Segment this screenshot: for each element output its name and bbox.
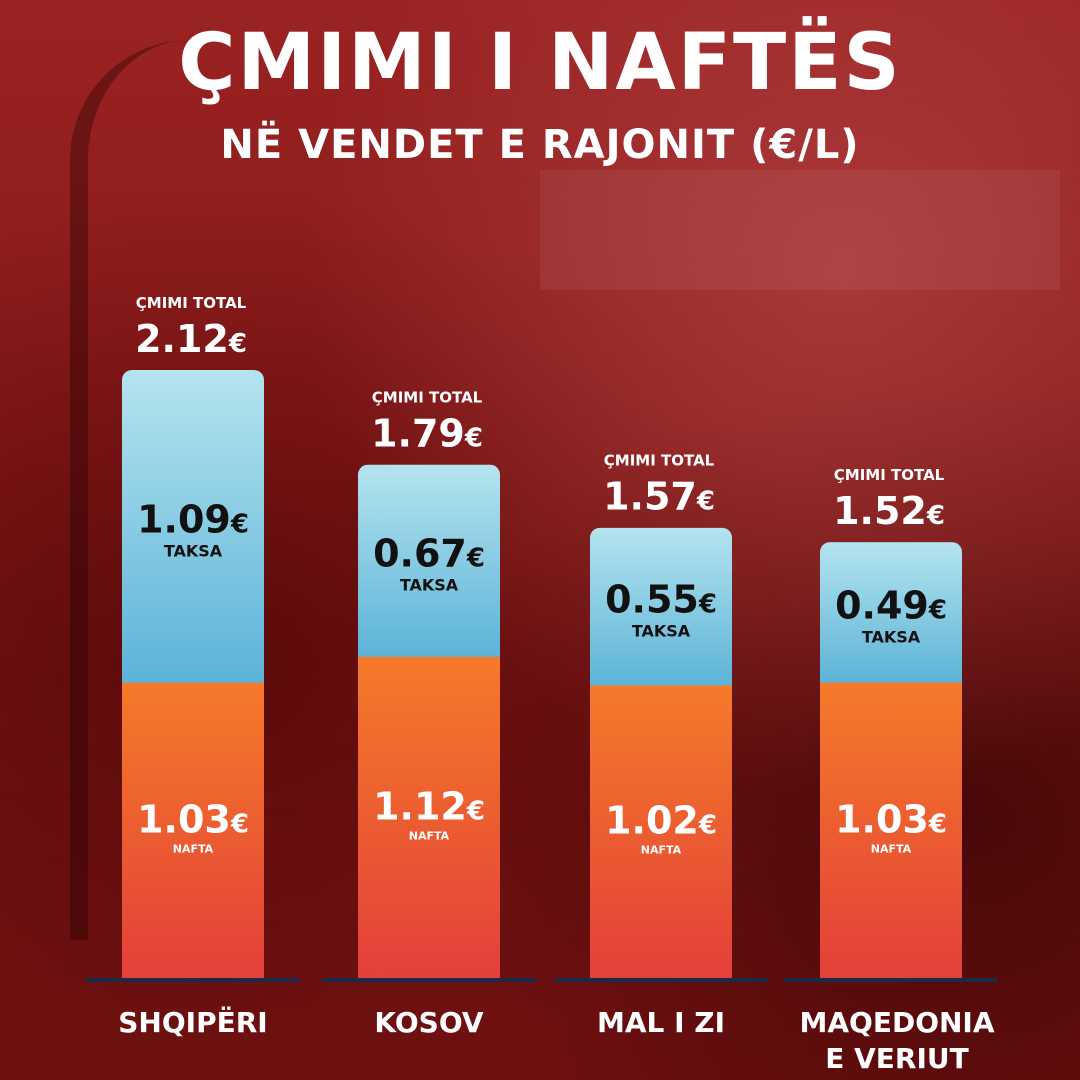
background-car-outline [70, 40, 348, 940]
bar-group: ÇMIMI TOTAL 2.12€ 1.09€TAKSA 1.03€NAFTA SHQI… [86, 294, 300, 1039]
total-value: 1.52€ [833, 489, 945, 533]
total-value: 1.79€ [371, 412, 483, 456]
total-label: ÇMIMI TOTAL [834, 466, 945, 484]
bar-segment-taksa [358, 464, 500, 658]
bar-baseline [86, 978, 300, 982]
tax-value: 0.67€ [373, 532, 485, 576]
bar-segment-nafta [820, 682, 962, 978]
bar-segment-nafta [358, 656, 500, 978]
total-label: ÇMIMI TOTAL [604, 452, 715, 470]
background-sign [540, 170, 1060, 290]
bar-group: ÇMIMI TOTAL 1.52€ 0.49€TAKSA 1.03€NAFTA MAQE… [784, 466, 998, 1075]
bar-segment-taksa [820, 542, 962, 684]
bar-segment-nafta [122, 682, 264, 978]
bar-segment-nafta [590, 685, 732, 978]
fuel-value: 1.02€ [605, 799, 717, 843]
category-label: KOSOV [374, 1006, 483, 1039]
fuel-value: 1.03€ [835, 797, 947, 841]
bar-baseline [554, 978, 768, 982]
bar-group: ÇMIMI TOTAL 1.57€ 0.55€TAKSA 1.02€NAFTA MAL … [554, 452, 768, 1039]
total-value: 2.12€ [135, 317, 247, 361]
chart-subtitle: NË VENDET E RAJONIT (€/L) [220, 122, 860, 168]
fuel-label: NAFTA [409, 829, 450, 842]
tax-value: 0.49€ [835, 583, 947, 627]
bar-baseline [322, 978, 536, 982]
tax-label: TAKSA [400, 576, 459, 595]
bar-segment-taksa [122, 370, 264, 684]
bar-baseline [784, 978, 998, 982]
total-label: ÇMIMI TOTAL [372, 389, 483, 407]
tax-label: TAKSA [164, 541, 223, 560]
category-label: MAQEDONIA [799, 1006, 994, 1039]
category-label: MAL I ZI [597, 1006, 725, 1039]
tax-value: 1.09€ [137, 497, 249, 541]
tax-label: TAKSA [862, 627, 921, 646]
tax-label: TAKSA [632, 622, 691, 641]
category-label: E VERIUT [825, 1042, 969, 1075]
chart-title: ÇMIMI I NAFTËS [178, 18, 902, 108]
fuel-label: NAFTA [641, 844, 682, 857]
fuel-value: 1.03€ [137, 797, 249, 841]
category-label: SHQIPËRI [118, 1005, 267, 1039]
total-value: 1.57€ [603, 475, 715, 519]
total-label: ÇMIMI TOTAL [136, 294, 247, 312]
fuel-label: NAFTA [871, 842, 912, 855]
bar-segment-taksa [590, 527, 732, 687]
tax-value: 0.55€ [605, 578, 717, 622]
fuel-label: NAFTA [173, 842, 214, 855]
fuel-value: 1.12€ [373, 784, 485, 828]
bar-group: ÇMIMI TOTAL 1.79€ 0.67€TAKSA 1.12€NAFTA KOSO… [322, 389, 536, 1039]
